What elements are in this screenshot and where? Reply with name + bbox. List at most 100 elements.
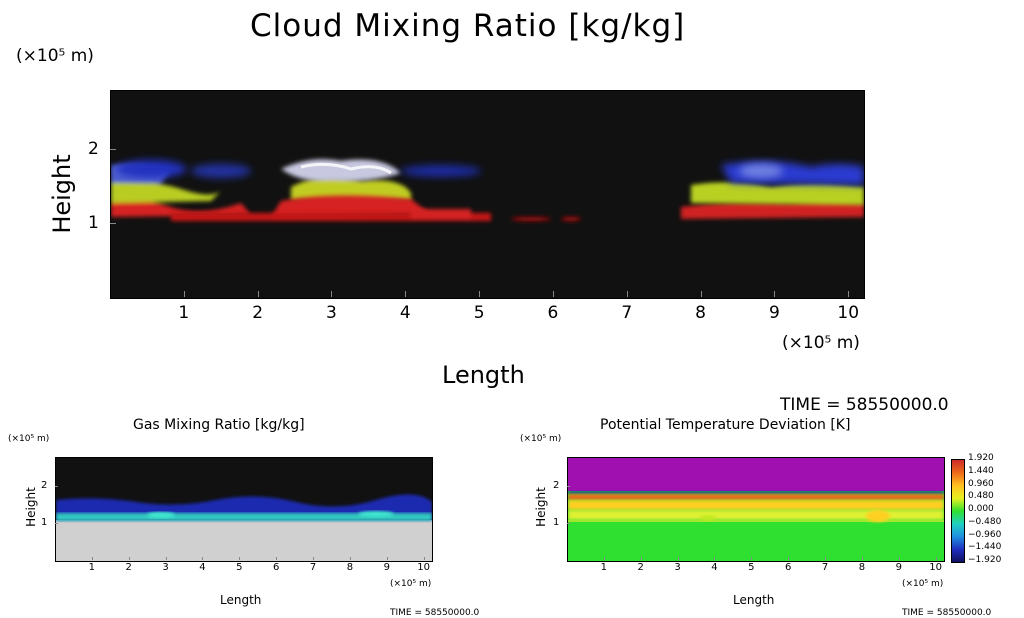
colorbar-label: 1.920 <box>968 453 994 463</box>
main-y-axis-label: Height <box>48 154 76 234</box>
x-tick-label: 5 <box>236 562 243 573</box>
x-tick-label: 9 <box>383 562 390 573</box>
x-tick-mark <box>331 291 333 297</box>
temp-x-axis-label: Length <box>733 593 775 607</box>
colorbar-label: 0.480 <box>968 491 994 502</box>
x-tick-mark <box>898 557 900 560</box>
temp-x-unit: (×10⁵ m) <box>902 579 944 589</box>
x-tick-mark <box>405 291 407 297</box>
x-tick-label: 5 <box>473 303 485 323</box>
x-tick-mark <box>700 291 702 297</box>
y-tick-label: 2 <box>41 480 48 492</box>
temp-layer-lime <box>568 510 944 520</box>
temp-y-unit: (×10⁵ m) <box>520 434 562 444</box>
x-tick-label: 7 <box>821 562 829 573</box>
main-y-unit: (×10⁵ m) <box>16 46 94 66</box>
y-tick-label: 1 <box>553 517 560 529</box>
x-tick-label: 9 <box>768 303 780 323</box>
x-tick-mark <box>861 557 863 560</box>
colorbar-label: 0.960 <box>968 478 994 489</box>
x-tick-label: 3 <box>674 562 681 573</box>
x-tick-label: 6 <box>784 562 792 573</box>
y-tick-label: 1 <box>41 517 48 529</box>
x-tick-mark <box>202 557 204 560</box>
x-tick-label: 1 <box>88 562 96 573</box>
x-tick-mark <box>774 291 776 297</box>
x-tick-mark <box>479 291 481 297</box>
main-x-unit: (×10⁵ m) <box>782 333 860 353</box>
x-tick-label: 8 <box>858 562 866 573</box>
x-tick-mark <box>640 557 642 560</box>
x-tick-mark <box>825 557 827 560</box>
temp-plot-area <box>567 457 945 562</box>
x-tick-mark <box>165 557 167 560</box>
x-tick-mark <box>276 557 278 560</box>
colorbar-label: −0.480 <box>968 516 1002 527</box>
gas-plot-area <box>55 457 433 562</box>
x-tick-label: 6 <box>547 303 559 323</box>
y-tick-mark <box>55 523 58 525</box>
cloud-band-blue-left <box>116 160 251 178</box>
main-chart-title: Cloud Mixing Ratio [kg/kg] <box>250 8 686 44</box>
x-tick-mark <box>603 557 605 560</box>
x-tick-mark <box>626 291 628 297</box>
y-tick-label: 2 <box>88 139 99 160</box>
colorbar-label: −1.920 <box>968 555 1002 565</box>
y-tick-mark <box>110 149 116 151</box>
temp-time-label: TIME = 58550000.0 <box>902 608 992 618</box>
x-tick-mark <box>677 557 679 560</box>
x-tick-label: 10 <box>417 562 430 573</box>
x-tick-mark <box>183 291 185 297</box>
main-x-axis-label: Length <box>442 361 525 389</box>
x-tick-mark <box>257 291 259 297</box>
x-tick-label: 3 <box>326 303 337 323</box>
x-tick-mark <box>751 557 753 560</box>
temp-y-axis-label: Height <box>534 487 548 527</box>
temp-chart-title: Potential Temperature Deviation [K] <box>600 417 851 433</box>
x-tick-mark <box>239 557 241 560</box>
temp-colorbar <box>951 459 965 563</box>
y-tick-mark <box>110 223 116 225</box>
x-tick-mark <box>423 557 425 560</box>
gas-y-axis-label: Height <box>24 487 38 527</box>
x-tick-label: 7 <box>621 303 633 323</box>
colorbar-label: 1.440 <box>968 465 994 476</box>
main-plot-area <box>110 90 865 299</box>
colorbar-label: −1.440 <box>968 542 1002 553</box>
x-tick-mark <box>714 557 716 560</box>
y-tick-mark <box>55 486 58 488</box>
x-tick-mark <box>313 557 315 560</box>
x-tick-label: 8 <box>695 303 706 323</box>
x-tick-mark <box>91 557 93 560</box>
y-tick-mark <box>567 523 570 525</box>
gas-chart-title: Gas Mixing Ratio [kg/kg] <box>133 417 305 433</box>
x-tick-label: 1 <box>600 562 608 573</box>
x-tick-mark <box>386 557 388 560</box>
x-tick-label: 4 <box>711 562 718 573</box>
x-tick-label: 2 <box>125 562 132 573</box>
main-time-label: TIME = 58550000.0 <box>780 395 949 415</box>
x-tick-label: 4 <box>199 562 206 573</box>
x-tick-mark <box>935 557 937 560</box>
x-tick-label: 4 <box>399 303 411 323</box>
x-tick-label: 10 <box>929 562 942 573</box>
x-tick-label: 2 <box>252 303 264 323</box>
x-tick-mark <box>128 557 130 560</box>
x-tick-mark <box>552 291 554 297</box>
temp-layer-yellow <box>568 500 944 510</box>
x-tick-label: 3 <box>162 562 169 573</box>
cloud-region-center <box>271 159 431 217</box>
x-tick-label: 1 <box>178 303 190 323</box>
x-tick-label: 7 <box>309 562 317 573</box>
temp-layer-orange <box>568 494 944 500</box>
gas-lower-fill <box>56 520 432 561</box>
x-tick-mark <box>788 557 790 560</box>
cloud-base-red-line <box>171 209 581 221</box>
x-tick-label: 2 <box>637 562 644 573</box>
colorbar-label: −0.960 <box>968 529 1002 540</box>
x-tick-label: 5 <box>748 562 755 573</box>
y-tick-label: 1 <box>88 213 99 234</box>
x-tick-label: 6 <box>272 562 280 573</box>
y-tick-label: 2 <box>553 480 560 492</box>
temp-plot-svg <box>568 458 944 522</box>
